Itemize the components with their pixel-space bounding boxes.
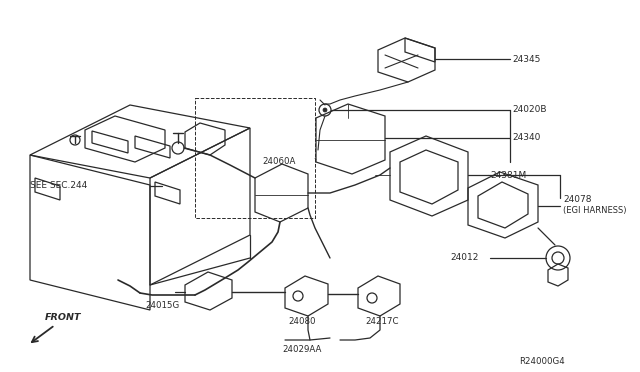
Text: 24345: 24345	[512, 55, 540, 64]
Text: FRONT: FRONT	[45, 314, 81, 323]
Text: 24015G: 24015G	[145, 301, 179, 310]
Text: 24217C: 24217C	[365, 317, 399, 327]
Text: SEE SEC.244: SEE SEC.244	[30, 182, 87, 190]
Text: R24000G4: R24000G4	[519, 357, 565, 366]
Circle shape	[323, 108, 327, 112]
Text: 24060A: 24060A	[262, 157, 296, 167]
Text: 24078: 24078	[563, 196, 591, 205]
Text: (EGI HARNESS): (EGI HARNESS)	[563, 205, 627, 215]
Text: 24381M: 24381M	[490, 170, 526, 180]
Text: 24029AA: 24029AA	[282, 346, 321, 355]
Text: 24340: 24340	[512, 134, 540, 142]
Text: 24020B: 24020B	[512, 106, 547, 115]
Text: 24012: 24012	[450, 253, 478, 263]
Text: 24080: 24080	[288, 317, 316, 327]
